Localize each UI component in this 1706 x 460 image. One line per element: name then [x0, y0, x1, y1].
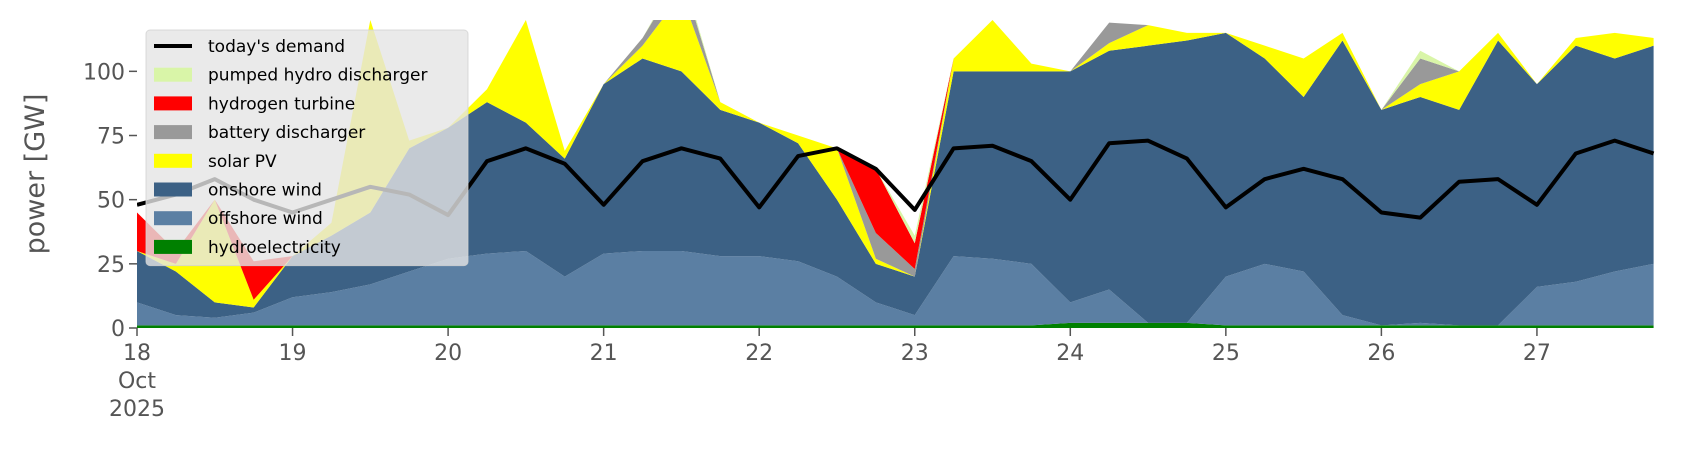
legend-swatch — [154, 125, 192, 140]
legend-swatch — [154, 211, 192, 226]
x-tick-label: 21 — [590, 341, 618, 366]
legend-box — [145, 29, 469, 267]
legend-label: onshore wind — [208, 181, 322, 201]
legend-swatch — [154, 182, 192, 197]
legend-label: pumped hydro discharger — [208, 66, 427, 86]
x-tick-label: 24 — [1056, 341, 1084, 366]
y-axis-label: power [GW] — [20, 94, 51, 255]
x-tick-label: 20 — [434, 341, 462, 366]
y-tick-label: 25 — [97, 253, 125, 278]
legend-label: hydrogen turbine — [208, 94, 355, 114]
area — [137, 32, 1654, 326]
legend-label: offshore wind — [208, 209, 323, 229]
x-tick-label: 23 — [901, 341, 929, 366]
legend-label: hydroelectricity — [208, 238, 341, 258]
legend-label: battery discharger — [208, 123, 365, 143]
x-tick-label: 18 Oct 2025 — [109, 341, 165, 422]
y-tick-label: 50 — [97, 189, 125, 214]
legend-label: today's demand — [208, 37, 345, 57]
y-tick-label: 100 — [83, 60, 125, 85]
x-tick-label: 25 — [1212, 341, 1240, 366]
area — [137, 251, 1654, 326]
y-tick-label: 0 — [111, 317, 125, 342]
legend-label: solar PV — [208, 152, 277, 172]
legend-swatch — [154, 239, 192, 254]
legend-swatch — [154, 67, 192, 82]
x-tick-label: 26 — [1367, 341, 1395, 366]
area — [137, 20, 1654, 300]
legend: today's demand pumped hydro discharger hyd… — [145, 29, 469, 267]
plot-area — [137, 20, 1655, 328]
x-tick-label: 27 — [1523, 341, 1551, 366]
area — [137, 20, 1654, 308]
y-tick-label: 75 — [97, 125, 125, 150]
legend-swatch — [154, 96, 192, 111]
legend-swatch — [154, 153, 192, 168]
x-tick-label: 19 — [279, 341, 307, 366]
x-tick-label: 22 — [745, 341, 773, 366]
area — [137, 322, 1654, 328]
